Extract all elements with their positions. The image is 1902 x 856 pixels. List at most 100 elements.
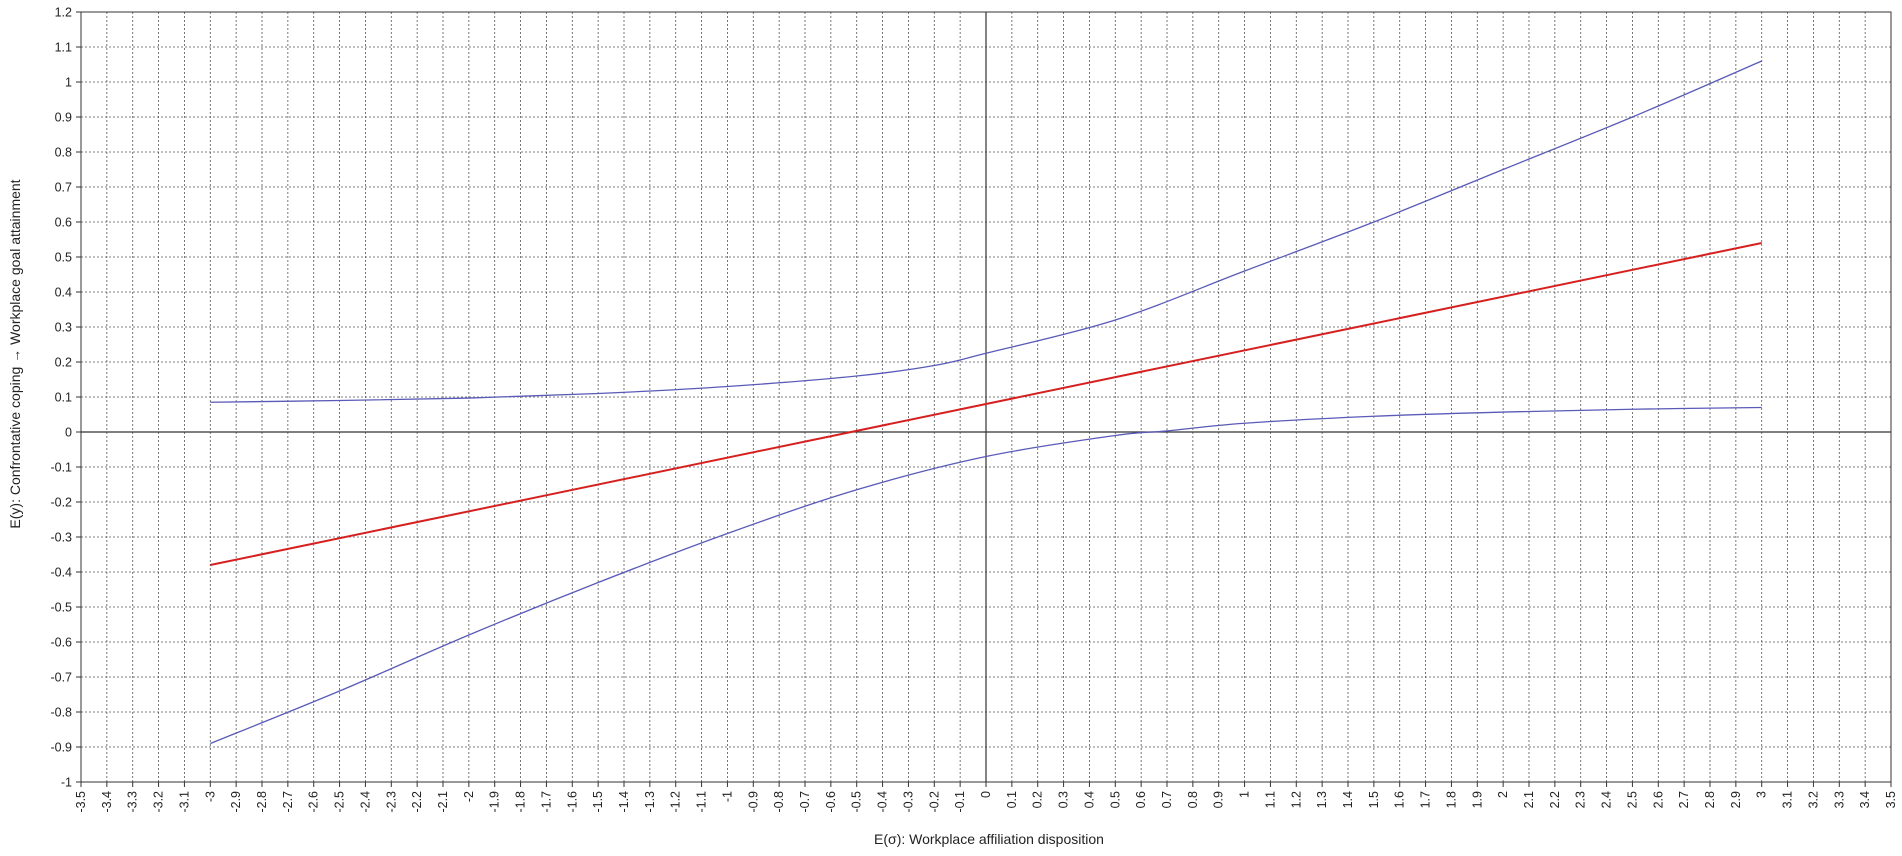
y-tick-label: -0.8 bbox=[50, 706, 72, 720]
x-tick-label: 1.9 bbox=[1470, 791, 1484, 808]
x-tick-label: -0.9 bbox=[746, 791, 760, 813]
y-tick-label: -0.3 bbox=[50, 531, 72, 545]
y-tick-label: -0.9 bbox=[50, 741, 72, 755]
y-axis-label: E(y): Confrontative coping → Workplace g… bbox=[7, 179, 23, 528]
x-tick-label: 0.4 bbox=[1082, 791, 1096, 808]
x-tick-label: 2.8 bbox=[1703, 791, 1717, 808]
x-tick-label: 2 bbox=[1496, 791, 1510, 798]
x-tick-label: 2.3 bbox=[1574, 791, 1588, 808]
x-tick-label: 1.4 bbox=[1341, 791, 1355, 808]
x-tick-label: -1.6 bbox=[565, 791, 579, 813]
x-tick-label: -0.8 bbox=[772, 791, 786, 813]
y-tick-label: 0.2 bbox=[55, 356, 72, 370]
y-tick-label: -0.7 bbox=[50, 671, 72, 685]
x-tick-label: -2.5 bbox=[333, 791, 347, 813]
y-tick-label: 0.8 bbox=[55, 146, 72, 160]
x-tick-label: 3.5 bbox=[1884, 791, 1898, 808]
x-tick-label: -3.1 bbox=[177, 791, 191, 813]
x-tick-label: -2.8 bbox=[255, 791, 269, 813]
x-tick-label: -3.4 bbox=[100, 791, 114, 813]
y-tick-label: -0.2 bbox=[50, 496, 72, 510]
y-tick-label: 1.2 bbox=[55, 6, 72, 20]
y-tick-label: 0.1 bbox=[55, 391, 72, 405]
x-tick-label: -0.1 bbox=[953, 791, 967, 813]
x-tick-label: 1.2 bbox=[1289, 791, 1303, 808]
x-tick-label: -1.9 bbox=[488, 791, 502, 813]
y-tick-label: -0.6 bbox=[50, 636, 72, 650]
x-tick-label: 2.4 bbox=[1600, 791, 1614, 808]
x-tick-label: -0.7 bbox=[798, 791, 812, 813]
x-tick-label: -2.2 bbox=[410, 791, 424, 813]
x-tick-label: 0.8 bbox=[1186, 791, 1200, 808]
y-tick-label: -0.1 bbox=[50, 461, 72, 475]
y-tick-label: 0.9 bbox=[55, 111, 72, 125]
y-tick-label: 0.4 bbox=[55, 286, 72, 300]
y-tick-label: 0.5 bbox=[55, 251, 72, 265]
x-tick-label: 1 bbox=[1238, 791, 1252, 798]
y-tick-labels: -1 -0.9 -0.8 -0.7 -0.6 -0.5 -0.4 -0.3 -0.2 -0.1 0 0… bbox=[50, 6, 72, 790]
x-tick-label: 0.6 bbox=[1134, 791, 1148, 808]
x-tick-labels: -3.5 -3.4 -3.3 -3.2 -3.1 -3 -2.9 -2.8 -2.7 -2.6 -2… bbox=[74, 791, 1898, 813]
y-tick-label: -0.4 bbox=[50, 566, 72, 580]
x-axis-label: E(σ): Workplace affiliation disposition bbox=[874, 831, 1104, 847]
x-tick-label: 0.2 bbox=[1031, 791, 1045, 808]
y-tick-label: 0.3 bbox=[55, 321, 72, 335]
x-tick-label: 0.3 bbox=[1057, 791, 1071, 808]
x-tick-label: -0.2 bbox=[927, 791, 941, 813]
x-tick-label: 3 bbox=[1755, 791, 1769, 798]
y-tick-label: 0.6 bbox=[55, 216, 72, 230]
x-tick-label: 3.1 bbox=[1781, 791, 1795, 808]
x-tick-label: -1.8 bbox=[514, 791, 528, 813]
x-tick-label: 1.3 bbox=[1315, 791, 1329, 808]
axes bbox=[76, 11, 1892, 787]
x-tick-label: 1.1 bbox=[1263, 791, 1277, 808]
y-tick-label: -1 bbox=[61, 776, 72, 790]
x-tick-label: 3.2 bbox=[1806, 791, 1820, 808]
series-line-estimate bbox=[210, 242, 1762, 566]
x-tick-label: -0.6 bbox=[824, 791, 838, 813]
series-line-lower-bound bbox=[210, 406, 1762, 745]
x-tick-label: 2.2 bbox=[1548, 791, 1562, 808]
x-tick-label: 0.1 bbox=[1005, 791, 1019, 808]
x-tick-label: -2.6 bbox=[307, 791, 321, 813]
x-tick-label: -3 bbox=[203, 791, 217, 802]
x-tick-label: 2.5 bbox=[1625, 791, 1639, 808]
x-tick-label: 0.9 bbox=[1212, 791, 1226, 808]
y-tick-label: -0.5 bbox=[50, 601, 72, 615]
x-tick-label: 2.9 bbox=[1729, 791, 1743, 808]
x-tick-label: -0.5 bbox=[850, 791, 864, 813]
x-tick-label: 1.6 bbox=[1393, 791, 1407, 808]
x-tick-label: -1.2 bbox=[669, 791, 683, 813]
y-tick-label: 1 bbox=[65, 76, 72, 90]
y-tick-label: 1.1 bbox=[55, 41, 72, 55]
series-lines bbox=[210, 60, 1762, 745]
x-tick-label: -1.4 bbox=[617, 791, 631, 813]
x-tick-label: -1 bbox=[720, 791, 734, 802]
x-tick-label: 0 bbox=[979, 791, 993, 798]
x-tick-label: -2.3 bbox=[384, 791, 398, 813]
y-tick-label: 0.7 bbox=[55, 181, 72, 195]
x-tick-label: 1.8 bbox=[1444, 791, 1458, 808]
x-tick-label: 0.7 bbox=[1160, 791, 1174, 808]
x-tick-label: -2.9 bbox=[229, 791, 243, 813]
x-tick-label: -2.4 bbox=[358, 791, 372, 813]
x-tick-label: -3.3 bbox=[126, 791, 140, 813]
x-tick-label: 1.7 bbox=[1419, 791, 1433, 808]
x-tick-label: 0.5 bbox=[1108, 791, 1122, 808]
x-tick-label: 2.1 bbox=[1522, 791, 1536, 808]
x-tick-label: 2.6 bbox=[1651, 791, 1665, 808]
x-tick-label: 1.5 bbox=[1367, 791, 1381, 808]
y-tick-label: 0 bbox=[65, 426, 72, 440]
x-tick-label: -2 bbox=[462, 791, 476, 802]
x-tick-label: -0.4 bbox=[876, 791, 890, 813]
x-tick-label: -1.5 bbox=[591, 791, 605, 813]
x-tick-label: 3.3 bbox=[1832, 791, 1846, 808]
x-tick-label: -0.3 bbox=[901, 791, 915, 813]
x-tick-label: 3.4 bbox=[1858, 791, 1872, 808]
x-tick-label: -3.2 bbox=[152, 791, 166, 813]
x-tick-label: 2.7 bbox=[1677, 791, 1691, 808]
series-line-upper-bound bbox=[210, 60, 1762, 403]
x-tick-label: -1.7 bbox=[539, 791, 553, 813]
x-tick-label: -2.1 bbox=[436, 791, 450, 813]
